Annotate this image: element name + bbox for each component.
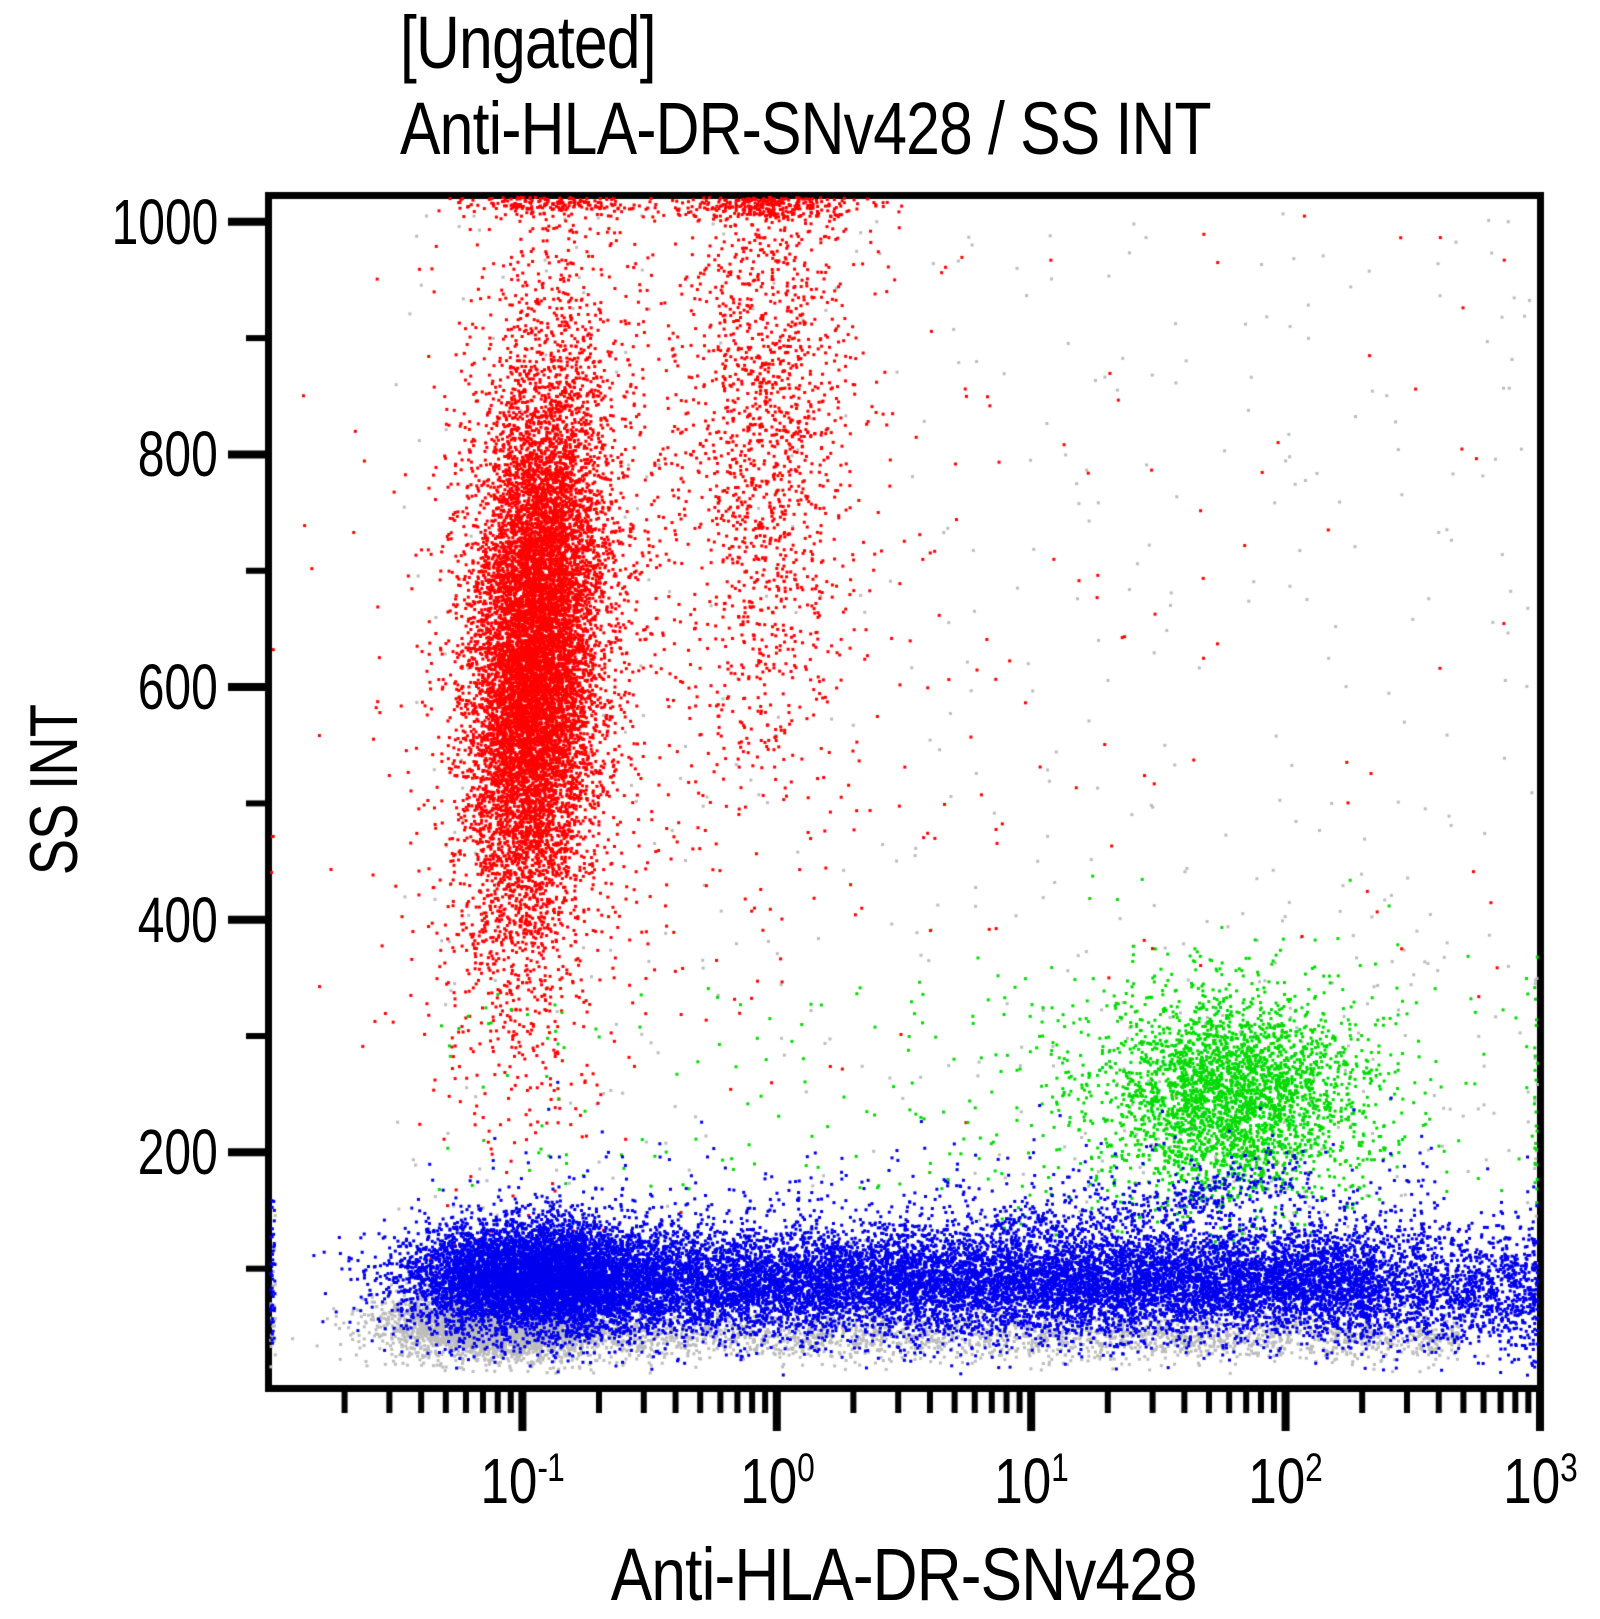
plot-gate-title-text: [Ungated] bbox=[400, 1, 657, 84]
x-tick-label: 101 bbox=[921, 1435, 1141, 1514]
x-tick-label-text: 102 bbox=[1248, 1444, 1324, 1517]
x-tick-label: 102 bbox=[1176, 1435, 1396, 1514]
x-tick-label: 10-1 bbox=[412, 1435, 632, 1514]
y-tick-label-text: 400 bbox=[137, 883, 218, 956]
y-tick-label-text: 600 bbox=[137, 651, 218, 724]
y-tick-label-text: 1000 bbox=[111, 185, 218, 258]
x-tick-label-text: 100 bbox=[739, 1444, 815, 1517]
y-tick-label: 800 bbox=[48, 421, 218, 487]
plot-parameters-title-text: Anti-HLA-DR-SNv428 / SS INT bbox=[400, 87, 1212, 170]
x-tick-label-text: 10-1 bbox=[480, 1444, 565, 1517]
y-tick-label: 200 bbox=[48, 1119, 218, 1185]
y-axis-label-text: SS INT bbox=[16, 704, 92, 876]
x-axis-label: Anti-HLA-DR-SNv428 bbox=[304, 1532, 1504, 1617]
plot-parameters-title: Anti-HLA-DR-SNv428 / SS INT bbox=[400, 86, 1389, 171]
x-tick-label: 100 bbox=[667, 1435, 887, 1514]
y-tick-label-text: 200 bbox=[137, 1116, 218, 1189]
x-axis-label-text: Anti-HLA-DR-SNv428 bbox=[611, 1533, 1198, 1616]
y-tick-label-text: 800 bbox=[137, 418, 218, 491]
y-tick-label: 400 bbox=[48, 887, 218, 953]
x-tick-label-text: 101 bbox=[994, 1444, 1069, 1517]
y-tick-label: 1000 bbox=[48, 189, 218, 255]
y-tick-label: 600 bbox=[48, 654, 218, 720]
x-tick-label-text: 103 bbox=[1503, 1444, 1578, 1517]
plot-gate-title: [Ungated] bbox=[400, 0, 712, 85]
x-tick-label: 103 bbox=[1430, 1435, 1600, 1514]
